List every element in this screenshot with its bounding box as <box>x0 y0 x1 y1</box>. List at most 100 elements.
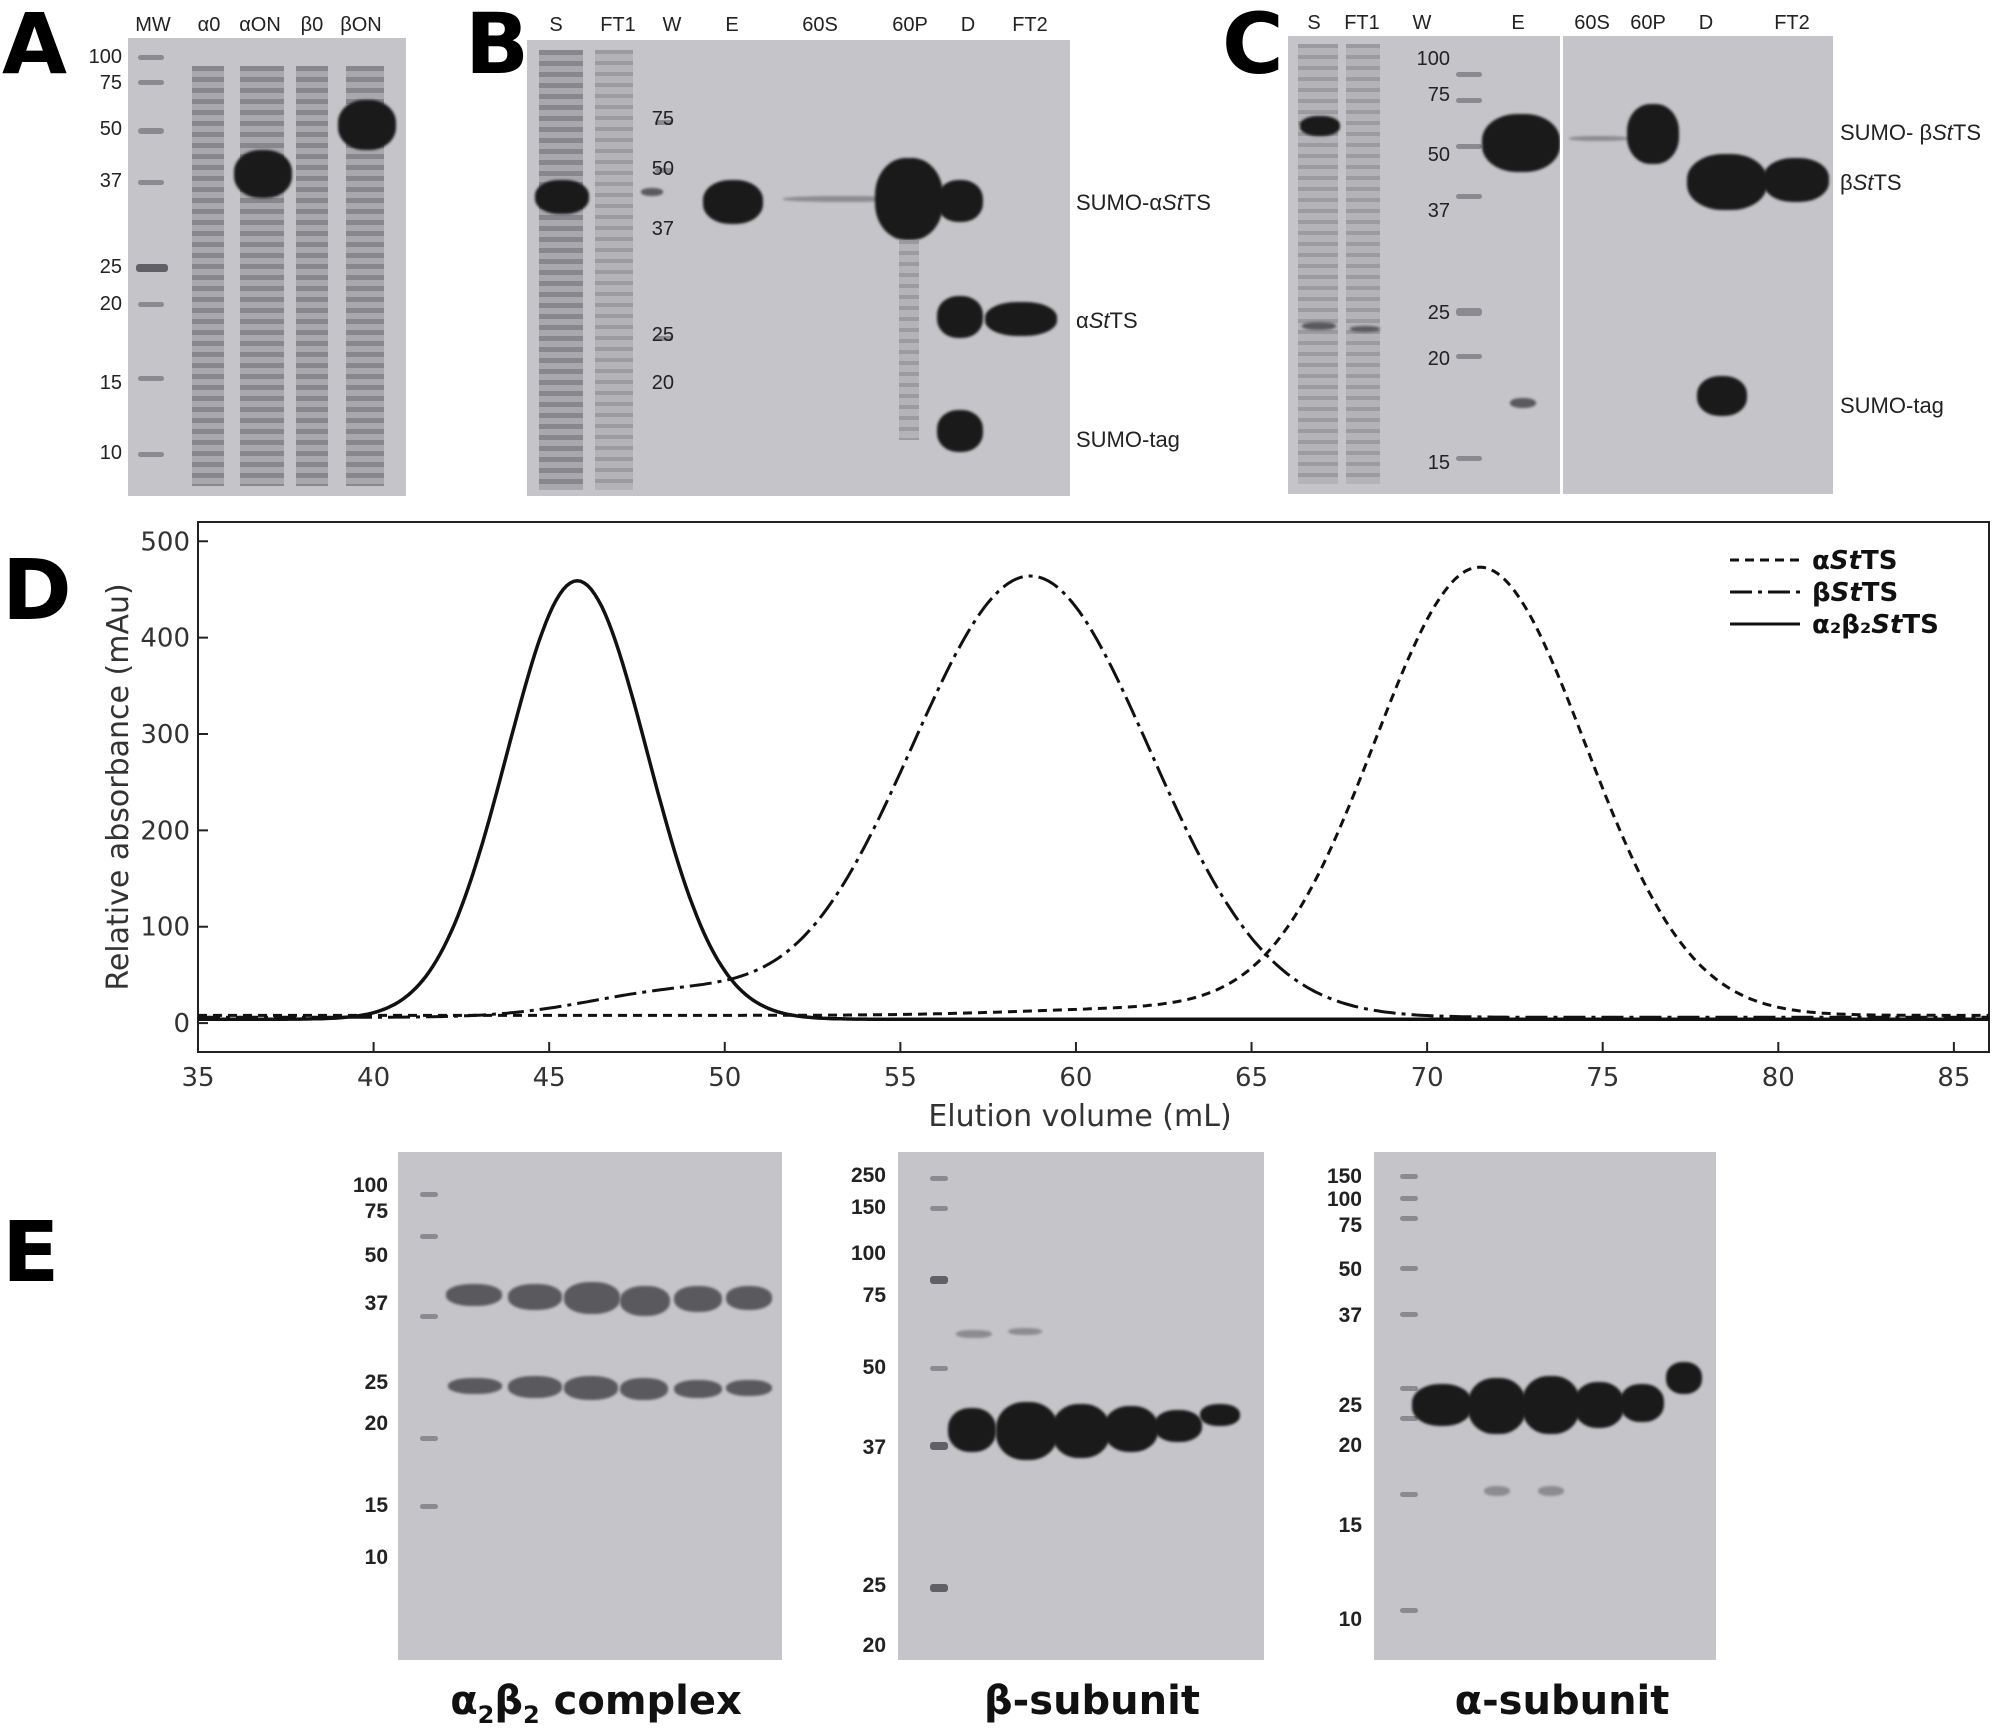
y-tick-label: 400 <box>140 624 190 654</box>
lane-label: βON <box>340 14 382 36</box>
x-tick-label: 70 <box>1411 1063 1444 1093</box>
lane-label: 60P <box>1630 12 1666 34</box>
mw-marker: 37 <box>99 170 122 192</box>
x-tick-label: 45 <box>533 1063 566 1093</box>
gel-e-title-complex: α2β2 complex <box>450 1678 742 1729</box>
mw-marker: 100 <box>1326 1188 1362 1211</box>
mw-marker: 250 <box>850 1164 886 1187</box>
mw-marker: 20 <box>1338 1434 1362 1457</box>
mw-marker: 20 <box>364 1412 388 1435</box>
mw-marker: 50 <box>651 158 674 180</box>
mw-marker: 10 <box>1338 1608 1362 1631</box>
x-tick-label: 85 <box>1937 1063 1970 1093</box>
gel-panel-a <box>128 38 406 496</box>
mw-marker: 75 <box>651 108 674 130</box>
protein-label: αStTS <box>1076 308 1138 333</box>
panel-letter-d: D <box>2 541 72 639</box>
x-tick-label: 50 <box>708 1063 741 1093</box>
protein-label: SUMO-tag <box>1076 427 1180 452</box>
gel-e-beta <box>898 1152 1264 1660</box>
protein-label: SUMO-αStTS <box>1076 190 1211 215</box>
lane-label: 60P <box>892 14 928 36</box>
lane-label: S <box>549 14 563 36</box>
mw-marker: 20 <box>99 293 122 315</box>
mw-marker: 50 <box>99 118 122 140</box>
plot-frame <box>197 521 1990 1053</box>
panel-letter-c: C <box>1222 0 1284 93</box>
mw-marker: 37 <box>364 1292 388 1315</box>
mw-marker: 50 <box>1427 144 1450 166</box>
mw-marker: 20 <box>1427 348 1450 370</box>
mw-marker: 75 <box>99 72 122 94</box>
x-tick-label: 65 <box>1235 1063 1268 1093</box>
legend-label: βStTS <box>1812 578 1898 608</box>
lane-label: D <box>1698 12 1714 34</box>
mw-marker: 15 <box>99 372 122 394</box>
mw-marker: 150 <box>1326 1165 1362 1188</box>
lane-label: MW <box>135 14 171 36</box>
mw-marker: 37 <box>651 218 674 240</box>
mw-marker: 100 <box>850 1242 886 1265</box>
gel-e-title-beta: β-subunit <box>984 1678 1200 1724</box>
y-tick-label: 100 <box>140 913 190 943</box>
lane-label: 60S <box>1574 12 1610 34</box>
mw-marker: 20 <box>862 1634 886 1657</box>
legend-label: α₂β₂StTS <box>1812 610 1939 640</box>
mw-marker: 75 <box>1338 1214 1362 1237</box>
lane-label: α0 <box>197 14 221 36</box>
gel-panel-b <box>527 40 1070 496</box>
y-tick-label: 0 <box>173 1009 190 1039</box>
mw-marker: 25 <box>1338 1394 1362 1417</box>
lane-label: β0 <box>300 14 324 36</box>
mw-marker: 150 <box>850 1196 886 1219</box>
panel-letter-a: A <box>2 0 68 93</box>
y-tick-label: 200 <box>140 816 190 846</box>
mw-marker: 50 <box>364 1244 388 1267</box>
y-tick-label: 500 <box>140 527 190 557</box>
mw-marker: 20 <box>651 372 674 394</box>
x-tick-label: 80 <box>1762 1063 1795 1093</box>
protein-label: βStTS <box>1840 170 1902 195</box>
mw-marker: 75 <box>1427 84 1450 106</box>
mw-marker: 25 <box>364 1371 388 1394</box>
panel-letter-b: B <box>465 0 530 93</box>
mw-marker: 37 <box>1338 1304 1362 1327</box>
x-axis-label: Elution volume (mL) <box>928 1099 1231 1134</box>
series-line <box>198 574 1989 1019</box>
gel-panel-c-left <box>1288 36 1560 494</box>
protein-label: SUMO-tag <box>1840 393 1944 418</box>
mw-marker: 50 <box>1338 1258 1362 1281</box>
y-tick-label: 300 <box>140 720 190 750</box>
mw-marker: 25 <box>862 1574 886 1597</box>
mw-marker: 100 <box>88 46 122 68</box>
x-tick-label: 60 <box>1059 1063 1092 1093</box>
lane-label: FT2 <box>1774 12 1810 34</box>
gel-e-title-alpha: α-subunit <box>1454 1678 1670 1724</box>
lane-label: E <box>725 14 739 36</box>
gel-e-complex <box>398 1152 782 1660</box>
mw-marker: 37 <box>1427 200 1450 222</box>
lane-label: W <box>1412 12 1432 34</box>
protein-label: SUMO- βStTS <box>1840 120 1982 145</box>
x-tick-label: 75 <box>1586 1063 1619 1093</box>
mw-marker: 100 <box>1416 48 1450 70</box>
mw-marker: 10 <box>364 1546 388 1569</box>
lane-label: 60S <box>802 14 838 36</box>
x-tick-label: 40 <box>357 1063 390 1093</box>
mw-marker: 10 <box>99 442 122 464</box>
legend-label: αStTS <box>1812 546 1898 576</box>
gel-e-alpha <box>1374 1152 1716 1660</box>
mw-marker: 75 <box>862 1284 886 1307</box>
x-tick-label: 35 <box>181 1063 214 1093</box>
mw-marker: 75 <box>364 1200 388 1223</box>
series-line <box>198 565 1989 1017</box>
mw-marker: 37 <box>862 1436 886 1459</box>
series-line <box>198 579 1989 1021</box>
lane-label: FT1 <box>1344 12 1380 34</box>
mw-marker: 25 <box>99 256 122 278</box>
gel-panel-c-right <box>1563 36 1833 494</box>
mw-marker: 25 <box>1427 302 1450 324</box>
lane-label: S <box>1307 12 1321 34</box>
lane-label: αON <box>239 14 281 36</box>
